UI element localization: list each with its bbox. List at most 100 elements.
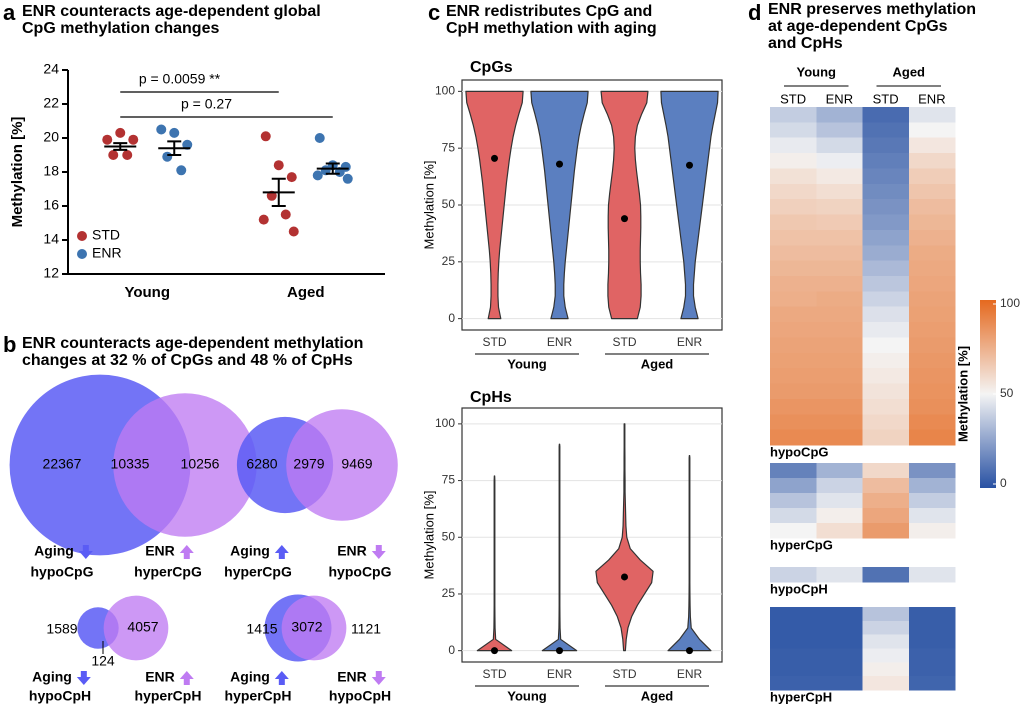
- data-point: [258, 214, 269, 225]
- heatmap-cell: [816, 229, 863, 246]
- heatmap-cell: [862, 368, 910, 384]
- data-point: [115, 127, 126, 138]
- column-label: ENR: [826, 91, 853, 106]
- heatmap-cell: [908, 168, 956, 185]
- heatmap-cell: [816, 199, 863, 215]
- heatmap-cell: [908, 508, 956, 524]
- x-tick-label: ENR: [547, 335, 573, 349]
- y-axis-label: Methylation [%]: [9, 117, 26, 228]
- heatmap-cell: [770, 676, 817, 691]
- y-tick-label: 0: [448, 311, 455, 325]
- heatmap-cell: [862, 478, 910, 494]
- y-tick-label: 16: [43, 197, 59, 213]
- venn-count: 9469: [341, 456, 372, 472]
- heatmap-cell: [862, 229, 910, 246]
- heatmap-cell: [816, 478, 863, 494]
- heatmap-cell: [862, 508, 910, 524]
- heatmap-cell: [908, 567, 956, 583]
- heatmap-cell: [862, 352, 910, 369]
- heatmap-cell: [770, 493, 817, 509]
- venn-count: 10256: [181, 456, 220, 472]
- heatmap-cell: [862, 662, 910, 677]
- heatmap-cell: [908, 137, 956, 154]
- heatmap-cell: [816, 322, 863, 338]
- set-label: hypoCpG: [329, 564, 392, 580]
- heatmap-cell: [908, 383, 956, 400]
- heatmap-cell: [770, 567, 817, 583]
- heatmap-cell: [816, 523, 863, 539]
- median-dot: [621, 215, 628, 223]
- heatmap-cell: [816, 260, 863, 277]
- y-tick-label: 18: [43, 163, 59, 179]
- heatmap-cell: [862, 153, 910, 169]
- data-point: [108, 150, 119, 160]
- arrow: [179, 545, 194, 559]
- panel-title: CpH methylation with aging: [446, 20, 657, 37]
- heatmap-cell: [908, 493, 956, 509]
- heatmap-cell: [770, 260, 817, 277]
- panel-label: d: [748, 0, 761, 25]
- heatmap-cell: [770, 398, 817, 415]
- panel-title: at age-dependent CpGs: [768, 18, 948, 35]
- panel-title: ENR preserves methylation: [768, 1, 976, 18]
- median-dot: [621, 573, 628, 581]
- median-dot: [491, 647, 498, 655]
- heatmap-cell: [816, 662, 863, 677]
- data-point: [280, 209, 291, 220]
- heatmap-cell: [770, 153, 817, 169]
- x-tick-label: STD: [613, 335, 637, 349]
- y-tick-label: 20: [43, 129, 59, 145]
- heatmap-cell: [770, 183, 817, 200]
- heatmap-cell: [908, 463, 956, 479]
- heatmap-cell: [770, 276, 817, 292]
- heatmap-cell: [770, 368, 817, 384]
- venn-count: 1121: [351, 621, 381, 637]
- venn-count: 1589: [46, 621, 77, 637]
- heatmap-cell: [770, 245, 817, 261]
- heatmap-cell: [862, 183, 910, 200]
- violin: [667, 455, 712, 652]
- data-point: [176, 165, 187, 176]
- heatmap-cell: [770, 137, 817, 154]
- heatmap-cell: [908, 352, 956, 369]
- data-point: [122, 150, 133, 160]
- heatmap-cell: [862, 493, 910, 509]
- heatmap-cell: [816, 137, 863, 154]
- heatmap-cell: [816, 153, 863, 169]
- heatmap-cell: [770, 122, 817, 139]
- set-label: hyperCpH: [135, 688, 202, 704]
- heatmap-cell: [862, 648, 910, 663]
- heatmap-cell: [908, 183, 956, 200]
- set-label: hyperCpH: [225, 688, 292, 704]
- legend-marker: [77, 249, 87, 259]
- heatmap-cell: [908, 607, 956, 622]
- legend-label: ENR: [92, 245, 122, 261]
- x-tick-label: Young: [124, 284, 170, 301]
- heatmap-cell: [770, 322, 817, 338]
- heatmap-cell: [908, 306, 956, 323]
- subplot-title: CpHs: [470, 389, 512, 406]
- group-label: Aged: [893, 64, 926, 79]
- heatmap-cell: [770, 620, 817, 635]
- heatmap-cell: [770, 662, 817, 677]
- error-bar: [113, 142, 128, 151]
- group-label: Young: [797, 64, 837, 79]
- heatmap-cell: [816, 607, 863, 622]
- heatmap-cell: [816, 567, 863, 583]
- set-name: Aging: [32, 669, 72, 685]
- heatmap-cell: [770, 523, 817, 539]
- block-label: hyperCpH: [770, 689, 832, 704]
- heatmap-cell: [908, 478, 956, 494]
- heatmap-cell: [908, 199, 956, 215]
- block-label: hypoCpG: [770, 444, 829, 459]
- venn-count: 6280: [246, 456, 277, 472]
- violin: [600, 90, 649, 320]
- heatmap-cell: [862, 607, 910, 622]
- plot-frame: [461, 407, 723, 663]
- panel-title: and CpHs: [768, 35, 843, 52]
- legend-label: STD: [92, 227, 120, 243]
- heatmap-cell: [770, 478, 817, 494]
- median-dot: [556, 647, 563, 655]
- colorbar-tick-label: 100: [1000, 296, 1020, 310]
- median-dot: [491, 154, 498, 162]
